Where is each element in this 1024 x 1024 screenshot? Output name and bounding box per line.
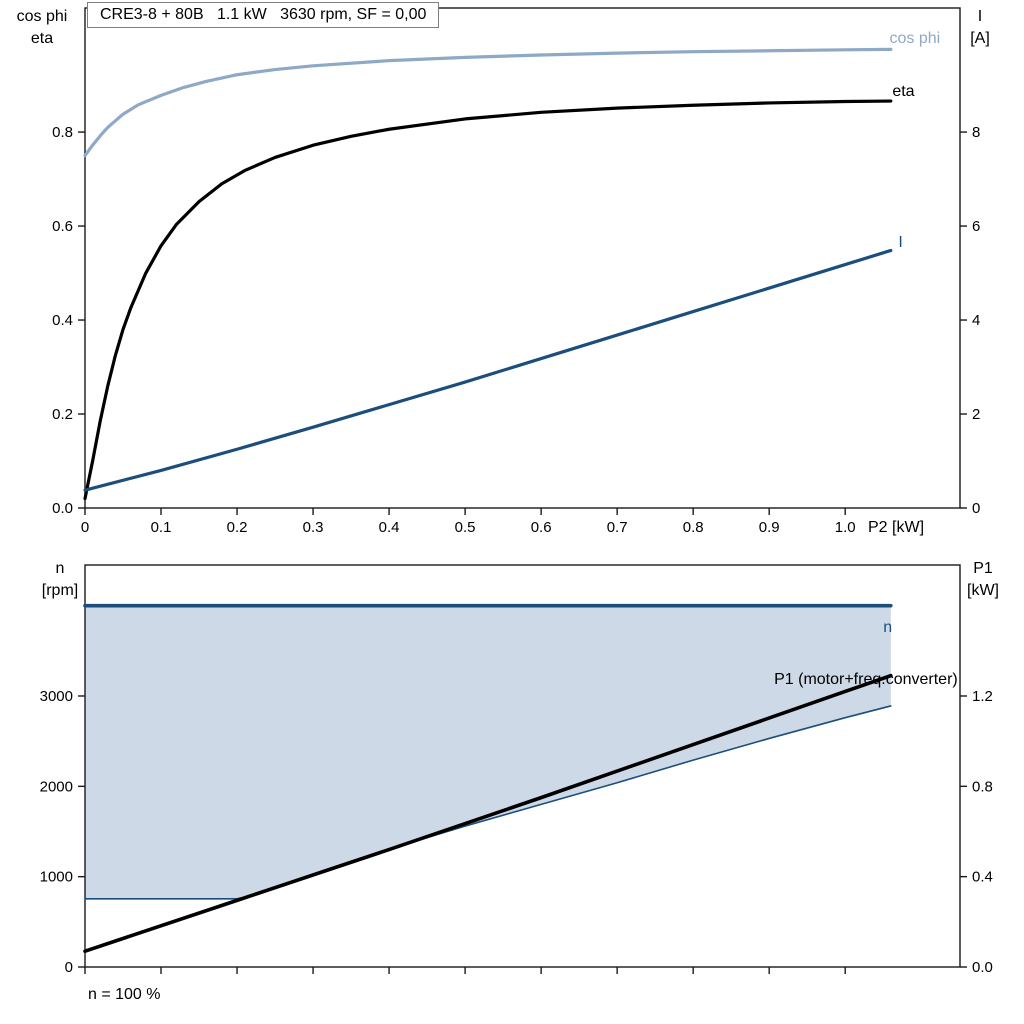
bottom-left-axis-title: n [rpm]: [22, 558, 98, 602]
y-right-tick-label: 2: [972, 406, 980, 423]
y-left-tick-label: 0.4: [52, 312, 73, 329]
axis-title-line: eta: [30, 30, 54, 47]
axis-title-line: [rpm]: [41, 582, 79, 599]
bottom-plot-frame: [84, 564, 961, 968]
pump-title-box: CRE3-8 + 80B 1.1 kW 3630 rpm, SF = 0,00: [87, 2, 440, 28]
y-left-tick-label: 1000: [40, 869, 73, 886]
y-left-tick-label: 0.2: [52, 406, 73, 423]
series-label-cos-phi: cos phi: [890, 30, 941, 47]
x-axis-label: P2 [kW]: [868, 519, 924, 536]
x-tick-label: 0.9: [759, 519, 780, 536]
axis-title-line: P1: [973, 560, 993, 577]
y-left-tick-label: 0.0: [52, 500, 73, 517]
series-label-n: n: [883, 619, 892, 636]
x-tick-label: 0.2: [227, 519, 248, 536]
y-right-tick-label: 4: [972, 312, 980, 329]
axis-title-line: [A]: [970, 30, 990, 47]
x-tick-label: 0: [81, 519, 89, 536]
y-left-tick-label: 3000: [40, 688, 73, 705]
y-right-tick-label: 0.4: [972, 869, 993, 886]
x-tick-label: 0.6: [531, 519, 552, 536]
y-right-tick-label: 6: [972, 218, 980, 235]
y-right-tick-label: 0: [972, 500, 980, 517]
speed-setting-note: n = 100 %: [88, 986, 161, 1003]
x-tick-label: 0.3: [303, 519, 324, 536]
top-left-axis-title: cos phi eta: [4, 6, 80, 50]
y-left-tick-label: 2000: [40, 778, 73, 795]
top-right-axis-title: I [A]: [953, 6, 1007, 50]
series-cos-phi: [83, 47, 893, 158]
y-left-tick-label: 0.6: [52, 218, 73, 235]
bottom-right-axis-title: P1 [kW]: [954, 558, 1012, 602]
axis-title-line: n: [55, 560, 65, 577]
y-right-tick-label: 8: [972, 124, 980, 141]
x-tick-label: 0.1: [151, 519, 172, 536]
series-label-i: I: [898, 234, 902, 251]
x-tick-label: 0.4: [379, 519, 400, 536]
x-tick-label: 0.7: [607, 519, 628, 536]
y-left-tick-label: 0: [65, 959, 73, 976]
x-tick-label: 0.5: [455, 519, 476, 536]
axis-title-line: [kW]: [967, 582, 999, 599]
x-tick-label: 0.8: [683, 519, 704, 536]
y-right-tick-label: 0.0: [972, 959, 993, 976]
axis-title-line: cos phi: [16, 8, 68, 25]
y-left-tick-label: 0.8: [52, 124, 73, 141]
series-label-p1-motor-freq-converter: P1 (motor+freq.converter): [774, 671, 958, 688]
y-right-tick-label: 1.2: [972, 688, 993, 705]
operating-range-fill: [85, 605, 891, 899]
x-tick-label: 1.0: [835, 519, 856, 536]
top-plot-frame: [84, 7, 961, 509]
axis-title-line: I: [977, 8, 983, 25]
series-p1-motor-freq-converter: [83, 673, 893, 953]
y-right-tick-label: 0.8: [972, 778, 993, 795]
series-i: [83, 248, 893, 492]
series-eta: [83, 99, 893, 501]
series-label-eta: eta: [892, 83, 914, 100]
